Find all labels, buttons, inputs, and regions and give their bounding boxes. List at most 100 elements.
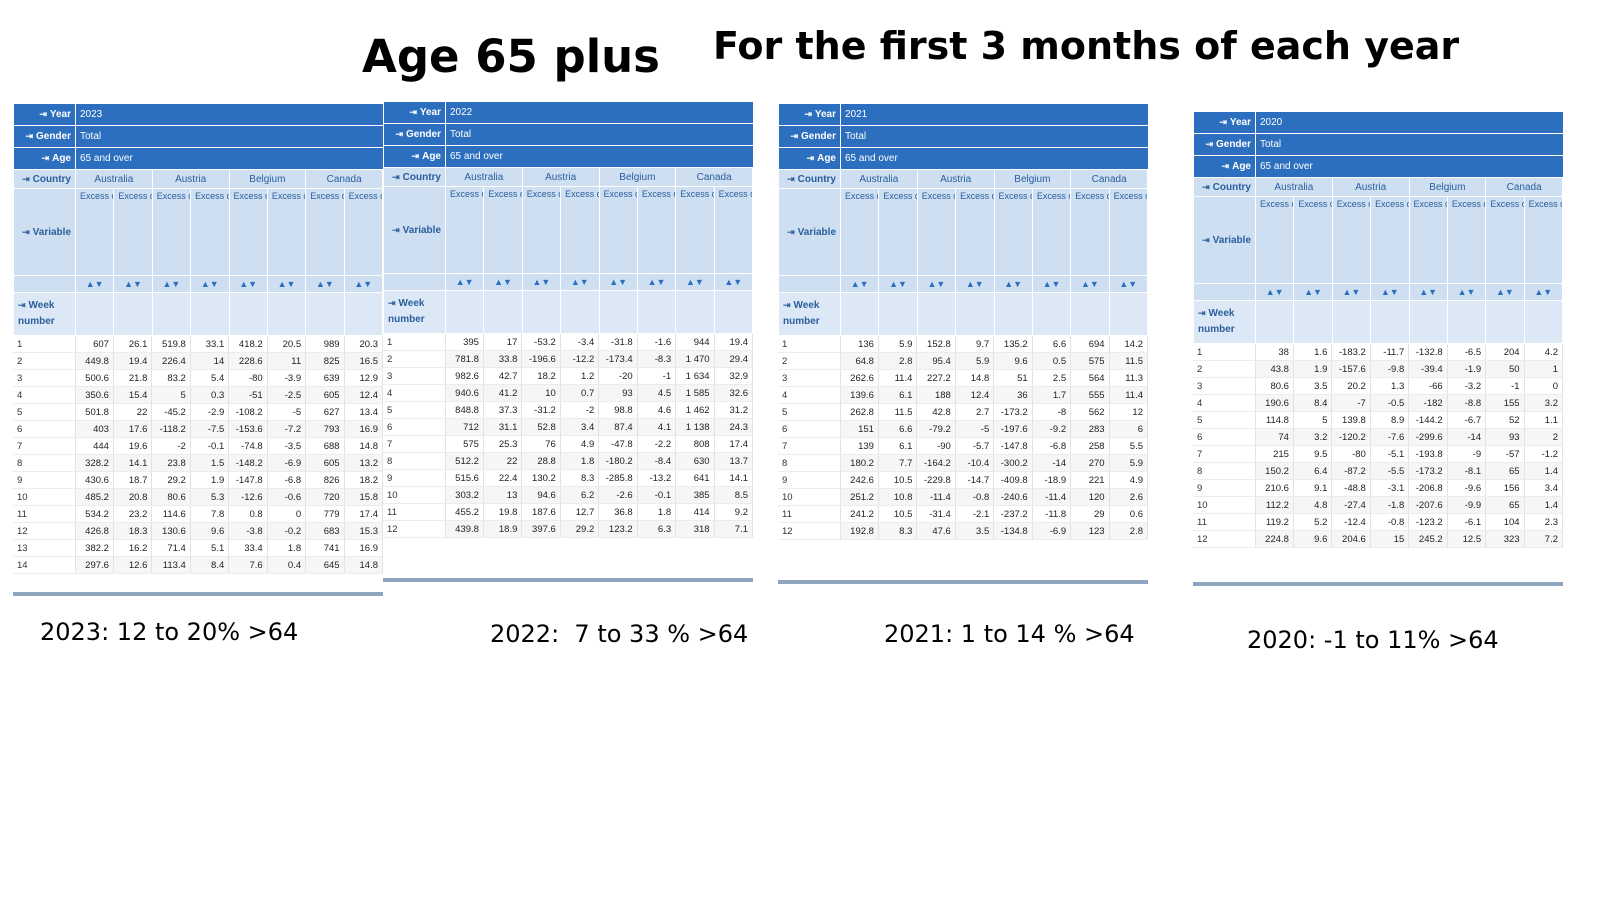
sort-icon[interactable]: ▲▼: [560, 273, 600, 291]
sort-icon[interactable]: ▲▼: [151, 275, 192, 293]
sort-icon[interactable]: ▲▼: [343, 275, 384, 293]
week-number-cell: 6: [13, 420, 76, 438]
table-row: 10 303.2 13 94.6 6.2 -2.6 -0.1 385 8.5: [383, 486, 753, 504]
week-number-cell: 1: [383, 334, 446, 351]
table-cell: 512.2: [445, 452, 484, 470]
table-cell: -300.2: [993, 454, 1033, 472]
sort-icon[interactable]: ▲▼: [228, 275, 268, 293]
caption-2020: 2020: -1 to 11% >64: [1247, 626, 1499, 654]
table-body-scroll[interactable]: 1 607 26.1 519.8 33.1 418.2 20.5 989 20.3 2 449.8 1…: [13, 336, 383, 596]
table-cell: 1.8: [560, 452, 600, 470]
table-cell: 11.3: [1109, 369, 1148, 387]
sort-icon[interactable]: ▲▼: [1293, 283, 1333, 301]
table-cell: 258: [1070, 437, 1110, 455]
age-filter-label: ⇥ Age: [383, 145, 446, 168]
sort-icon[interactable]: ▲▼: [521, 273, 562, 291]
table-row: 10 485.2 20.8 80.6 5.3 -12.6 -0.6 720 15.8: [13, 488, 383, 506]
table-body-scroll[interactable]: 1 395 17 -53.2 -3.4 -31.8 -1.6 944 19.4 2 781.8 33.…: [383, 334, 753, 582]
pin-icon: ⇥: [806, 153, 815, 163]
sort-icon[interactable]: ▲▼: [1331, 283, 1372, 301]
table-cell: -144.2: [1408, 411, 1448, 429]
table-cell: -6.7: [1447, 411, 1487, 429]
table-cell: 47.6: [916, 522, 956, 540]
table-cell: -3.4: [560, 334, 600, 351]
table-cell: 10.8: [878, 488, 918, 506]
table-cell: 940.6: [445, 384, 484, 402]
table-cell: 397.6: [521, 520, 561, 538]
sort-icon[interactable]: ▲▼: [1254, 283, 1295, 301]
sort-icon[interactable]: ▲▼: [1070, 275, 1110, 293]
sort-icon[interactable]: ▲▼: [1485, 283, 1525, 301]
table-cell: 848.8: [445, 401, 484, 419]
week-header-cell: [955, 292, 995, 336]
table-cell: 1: [1524, 360, 1563, 378]
sort-icon[interactable]: ▲▼: [1370, 283, 1410, 301]
table-row: 2 43.8 1.9 -157.6 -9.8 -39.4 -1.9 50 1: [1193, 360, 1563, 378]
table-cell: 215: [1255, 445, 1294, 463]
table-cell: 485.2: [75, 488, 114, 506]
table-cell: 9.2: [714, 503, 753, 521]
table-cell: 826: [305, 471, 345, 489]
table-body-scroll[interactable]: 1 136 5.9 152.8 9.7 135.2 6.6 694 14.2 2 64.8 2.8 95…: [778, 336, 1148, 584]
table-cell: 8.5: [714, 486, 753, 504]
sort-icon[interactable]: ▲▼: [1523, 283, 1564, 301]
table-cell: 80.6: [151, 488, 191, 506]
data-table-panel-2022: ⇥ Year 2022 ⇥ Gender Total ⇥ Age 65 and over ⇥ Cou…: [383, 102, 754, 582]
sort-icon[interactable]: ▲▼: [305, 275, 345, 293]
table-cell: 17.4: [714, 435, 753, 453]
table-row: 3 262.6 11.4 227.2 14.8 51 2.5 564 11.3: [778, 369, 1148, 387]
table-cell: -48.8: [1331, 479, 1371, 497]
sort-icon[interactable]: ▲▼: [1031, 275, 1072, 293]
table-body: 1 136 5.9 152.8 9.7 135.2 6.6 694 14.2 2 64.8 2.8 95…: [778, 336, 1148, 540]
country-header: Canada: [1485, 177, 1563, 197]
week-number-cell: 2: [778, 352, 841, 370]
sort-icon[interactable]: ▲▼: [444, 273, 485, 291]
table-cell: -108.2: [228, 403, 268, 421]
table-cell: 444: [75, 437, 114, 455]
sort-icon[interactable]: ▲▼: [483, 273, 523, 291]
sort-icon[interactable]: ▲▼: [675, 273, 715, 291]
sort-icon[interactable]: ▲▼: [1446, 283, 1487, 301]
sort-icon[interactable]: ▲▼: [878, 275, 918, 293]
table-cell: 10.5: [878, 505, 918, 523]
variable-label: ⇥ Variable: [778, 188, 841, 276]
table-cell: 297.6: [75, 556, 114, 574]
data-table-panel-2021: ⇥ Year 2021 ⇥ Gender Total ⇥ Age 65 and over ⇥ Cou…: [778, 104, 1149, 584]
sort-icon[interactable]: ▲▼: [713, 273, 754, 291]
week-number-cell: 11: [1193, 513, 1256, 531]
table-body-scroll[interactable]: 1 38 1.6 -183.2 -11.7 -132.8 -6.5 204 4.2 2 43.8 1.…: [1193, 344, 1563, 586]
table-cell: -3.1: [1370, 479, 1410, 497]
sort-icon[interactable]: ▲▼: [598, 273, 638, 291]
week-number-cell: 10: [778, 488, 841, 506]
table-cell: -18.9: [1032, 471, 1072, 489]
table-cell: -153.6: [228, 420, 268, 438]
variable-header: Excess deaths (% change from average): [1108, 188, 1149, 276]
table-cell: -0.5: [1370, 394, 1410, 412]
sort-icon[interactable]: ▲▼: [74, 275, 115, 293]
table-cell: 4.8: [1293, 496, 1333, 514]
sort-icon[interactable]: ▲▼: [1108, 275, 1149, 293]
table-cell: 741: [305, 539, 345, 557]
sort-icon[interactable]: ▲▼: [190, 275, 230, 293]
sort-icon[interactable]: ▲▼: [113, 275, 153, 293]
table-cell: 221: [1070, 471, 1110, 489]
week-number-label: ⇥ Week number: [1193, 300, 1256, 344]
table-cell: 10.5: [878, 471, 918, 489]
sort-icon[interactable]: ▲▼: [266, 275, 307, 293]
table-cell: 712: [445, 418, 484, 436]
table-cell: 6.6: [878, 420, 918, 438]
table-cell: 52: [1485, 411, 1525, 429]
sort-icon[interactable]: ▲▼: [1408, 283, 1448, 301]
sort-icon[interactable]: ▲▼: [993, 275, 1033, 293]
sort-icon[interactable]: ▲▼: [955, 275, 995, 293]
pin-icon: ⇥: [804, 109, 812, 119]
table-cell: -147.8: [993, 437, 1033, 455]
sort-icon[interactable]: ▲▼: [916, 275, 957, 293]
sort-icon[interactable]: ▲▼: [839, 275, 880, 293]
country-label: ⇥ Country: [1193, 177, 1256, 197]
table-row: 13 382.2 16.2 71.4 5.1 33.4 1.8 741 16.9: [13, 539, 383, 557]
sort-icon[interactable]: ▲▼: [636, 273, 677, 291]
year-filter-value: 2022: [445, 102, 753, 124]
table-cell: 80.6: [1255, 377, 1294, 395]
table-cell: -8.1: [1447, 462, 1487, 480]
